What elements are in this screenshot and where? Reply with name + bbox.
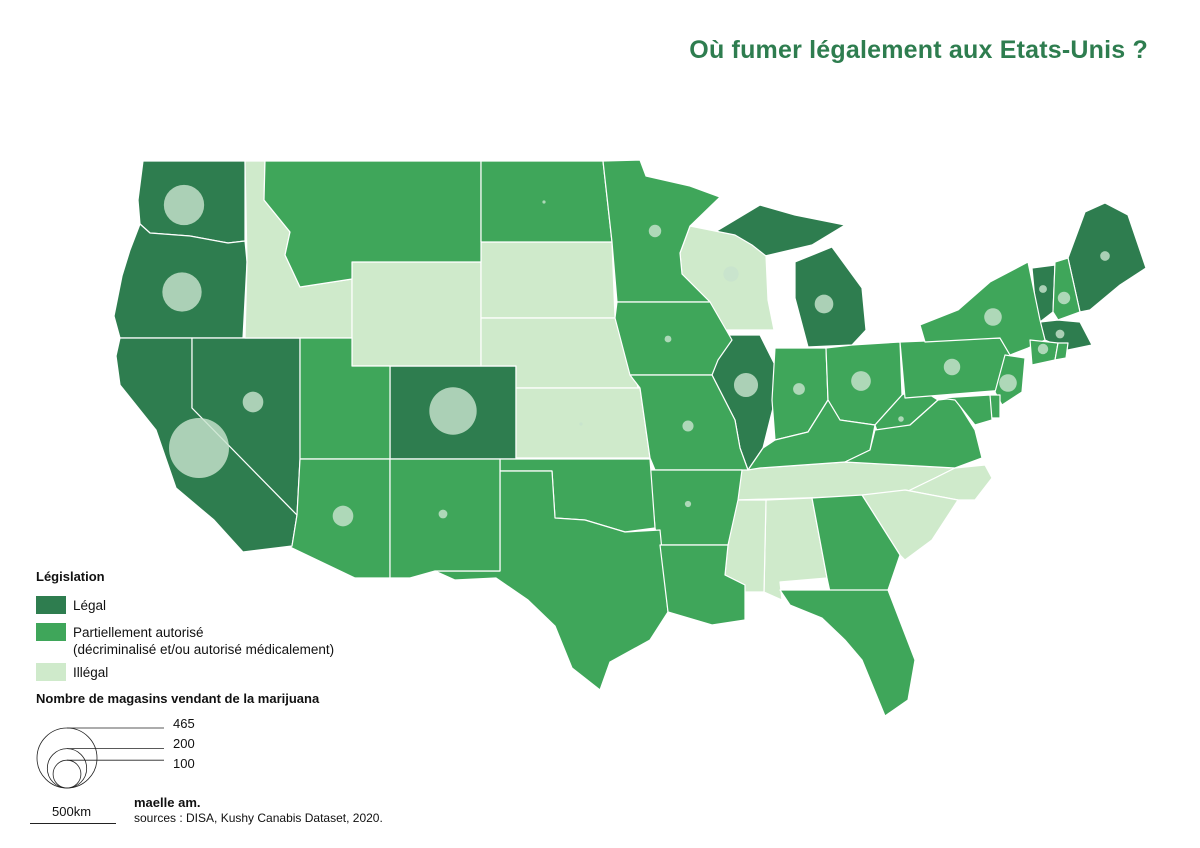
- legend-swatch-legal: [36, 596, 66, 614]
- state-nm: [389, 458, 501, 579]
- size-legend-circle-100: [52, 759, 82, 789]
- store-bubble-oh: [851, 371, 871, 391]
- state-wy: [351, 261, 482, 367]
- state-sd: [480, 241, 616, 319]
- states-layer: [113, 159, 1147, 717]
- sources-credit: sources : DISA, Kushy Canabis Dataset, 2…: [134, 811, 383, 825]
- store-bubble-mo: [682, 420, 694, 432]
- store-bubble-ny: [984, 308, 1002, 326]
- size-legend-circles: [36, 727, 164, 789]
- store-bubble-vt: [1039, 285, 1047, 293]
- legend-swatch-partial: [36, 623, 66, 641]
- state-ky: [747, 399, 876, 471]
- store-bubble-ca: [169, 418, 229, 478]
- store-bubble-pa: [943, 358, 961, 376]
- size-legend-label-200: 200: [173, 736, 195, 751]
- store-bubble-ct: [1037, 343, 1049, 355]
- scale-bar: [30, 823, 116, 824]
- size-legend-circle-465: [36, 727, 98, 789]
- size-legend-label-465: 465: [173, 716, 195, 731]
- state-ri: [1054, 342, 1069, 361]
- store-bubble-ar: [684, 500, 692, 508]
- store-bubble-ma: [1055, 329, 1065, 339]
- state-ny: [919, 261, 1046, 356]
- state-nh: [1052, 257, 1081, 321]
- store-bubble-nv: [242, 391, 264, 413]
- state-mn: [602, 159, 721, 303]
- legend-label-legal: Légal: [73, 598, 107, 613]
- legend-swatch-illegal: [36, 663, 66, 681]
- legend-label-partial: Partiellement autorisé (décriminalisé et…: [73, 624, 334, 658]
- store-bubble-nm: [438, 509, 448, 519]
- size-legend-heading: Nombre de magasins vendant de la marijua…: [36, 691, 320, 706]
- state-md: [939, 394, 993, 426]
- size-legend-label-100: 100: [173, 756, 195, 771]
- legend-heading: Législation: [36, 569, 105, 584]
- store-bubble-nh: [1057, 291, 1071, 305]
- legend-label-illegal: Illégal: [73, 665, 109, 680]
- store-bubble-me: [1100, 251, 1110, 261]
- store-bubble-mn: [648, 224, 662, 238]
- store-bubble-mi: [814, 294, 834, 314]
- author-credit: maelle am.: [134, 795, 201, 810]
- map-title: Où fumer légalement aux Etats-Unis ?: [689, 36, 1148, 64]
- state-la: [659, 544, 746, 626]
- state-ar: [649, 469, 743, 546]
- state-fl: [779, 589, 916, 717]
- state-ks: [515, 387, 651, 459]
- state-ia: [614, 301, 733, 376]
- store-bubble-wa: [163, 184, 205, 226]
- store-bubble-az: [332, 505, 354, 527]
- scale-bar-label: 500km: [52, 804, 92, 819]
- legend-label-partial-line1: Partiellement autorisé: [73, 625, 204, 640]
- size-legend-circle-200: [46, 748, 88, 789]
- store-bubble-or: [162, 272, 202, 312]
- store-bubble-wi: [723, 266, 739, 282]
- state-nd: [480, 160, 613, 243]
- store-bubble-co: [429, 387, 477, 435]
- store-bubble-il: [733, 372, 759, 398]
- legend-label-partial-line2: (décriminalisé et/ou autorisé médicaleme…: [73, 642, 335, 657]
- store-bubble-in: [793, 383, 805, 395]
- state-tx: [434, 470, 669, 691]
- store-bubble-wv: [898, 416, 904, 422]
- store-bubble-ks: [579, 422, 583, 426]
- store-bubble-nj: [999, 374, 1017, 392]
- bubbles-layer: [162, 184, 1110, 527]
- store-bubble-ia: [664, 335, 672, 343]
- store-bubble-nd: [542, 200, 546, 204]
